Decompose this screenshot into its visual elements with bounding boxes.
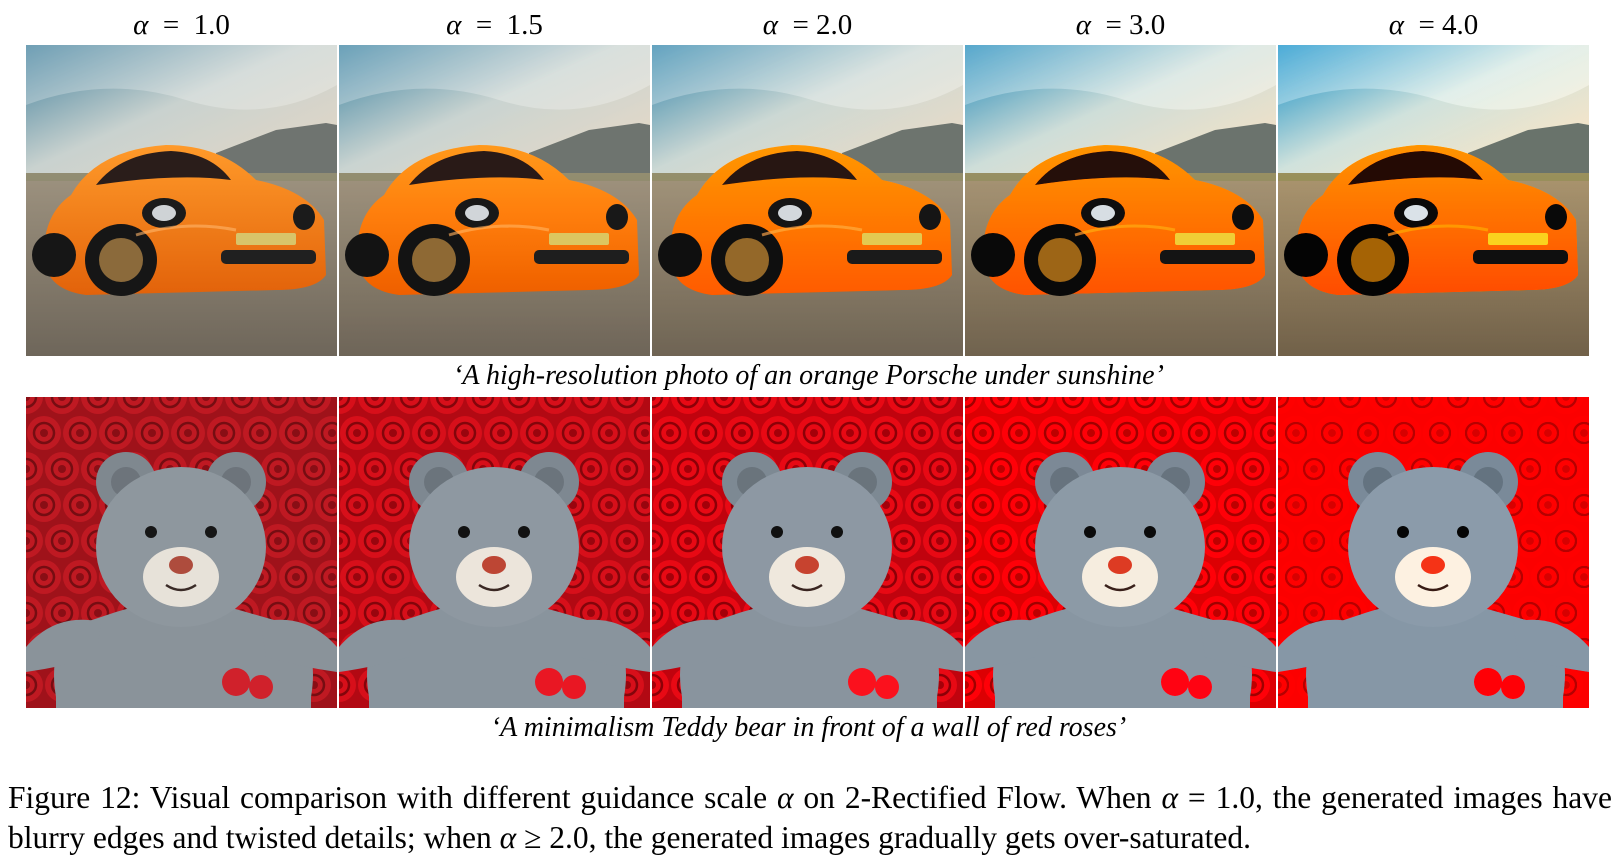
alpha-value: 2.0	[816, 9, 853, 41]
column-label-2: α = 1.5	[339, 8, 650, 42]
equals-sign: =	[162, 9, 180, 41]
equals-sign: =	[792, 9, 809, 41]
caption-text-2: on 2-Rectified Flow. When	[793, 780, 1162, 815]
column-label-4: α = 3.0	[965, 8, 1276, 42]
alpha-value: 3.0	[1129, 9, 1166, 41]
teddy-image-2	[339, 397, 650, 708]
caption-text-3: = 1.0, the generated images have blurry …	[8, 780, 1612, 855]
alpha-value: 1.0	[193, 9, 230, 41]
column-label-1: α = 1.0	[26, 8, 337, 42]
column-label-5: α = 4.0	[1278, 8, 1589, 42]
teddy-image-row	[26, 397, 1589, 708]
porsche-image-1	[26, 45, 337, 356]
teddy-image-3	[652, 397, 963, 708]
alpha-symbol: α	[1075, 9, 1091, 41]
teddy-prompt: ‘A minimalism Teddy bear in front of a w…	[490, 712, 1127, 743]
porsche-image-3	[652, 45, 963, 356]
equals-sign: =	[1418, 9, 1435, 41]
alpha-symbol: α	[446, 9, 462, 41]
teddy-image-4	[965, 397, 1276, 708]
alpha-value: 1.5	[506, 9, 543, 41]
caption-alpha-1: α	[776, 780, 794, 815]
caption-text-4: ≥ 2.0, the generated images gradually ge…	[516, 820, 1251, 855]
porsche-image-4	[965, 45, 1276, 356]
caption-label: Figure 12:	[8, 780, 141, 815]
alpha-symbol: α	[133, 9, 149, 41]
column-label-3: α = 2.0	[652, 8, 963, 42]
porsche-image-2	[339, 45, 650, 356]
alpha-value: 4.0	[1442, 9, 1479, 41]
figure-caption: Figure 12: Visual comparison with differ…	[8, 778, 1612, 858]
caption-alpha-3: α	[499, 820, 517, 855]
alpha-symbol: α	[762, 9, 778, 41]
alpha-symbol: α	[1388, 9, 1404, 41]
caption-alpha-2: α	[1161, 780, 1178, 815]
porsche-image-row	[26, 45, 1589, 356]
porsche-prompt: ‘A high-resolution photo of an orange Po…	[453, 360, 1164, 391]
teddy-image-5	[1278, 397, 1589, 708]
equals-sign: =	[475, 9, 493, 41]
equals-sign: =	[1105, 9, 1122, 41]
porsche-image-5	[1278, 45, 1589, 356]
caption-text-1: Visual comparison with different guidanc…	[140, 780, 777, 815]
teddy-image-1	[26, 397, 337, 708]
